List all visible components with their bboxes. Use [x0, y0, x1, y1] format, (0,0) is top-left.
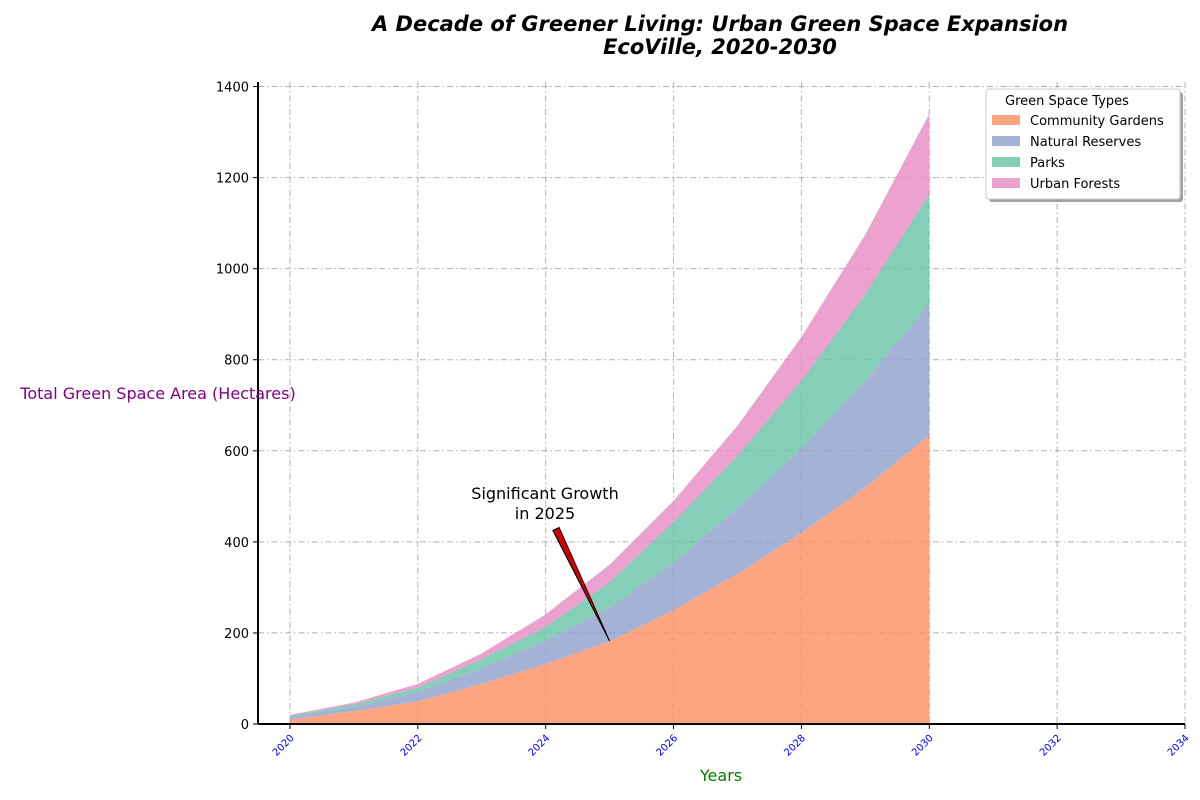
y-tick-label: 0 — [241, 718, 249, 733]
x-tick-label: 2034 — [1166, 733, 1192, 759]
annotation: Significant Growth in 2025 — [471, 484, 619, 642]
legend-label: Natural Reserves — [1030, 135, 1141, 150]
legend-swatch — [992, 157, 1020, 167]
legend-label: Parks — [1030, 156, 1065, 171]
area-series-0 — [289, 434, 930, 724]
legend-label: Community Gardens — [1030, 114, 1164, 129]
x-tick-label: 2024 — [527, 733, 553, 759]
x-tick-label: 2026 — [654, 733, 680, 759]
chart-subtitle: EcoVille, 2020-2030 — [603, 35, 837, 59]
y-tick-label: 600 — [224, 445, 249, 460]
y-tick-label: 400 — [224, 536, 249, 551]
x-axis-label: Years — [699, 766, 742, 785]
y-tick-label: 800 — [224, 354, 249, 369]
legend-swatch — [992, 136, 1020, 146]
x-tick-label: 2030 — [910, 733, 936, 759]
y-tick-label: 1000 — [216, 263, 249, 278]
annotation-text-line2: in 2025 — [515, 504, 575, 523]
legend: Green Space Types Community Gardens Natur… — [985, 88, 1183, 202]
x-tick-labels: 2020 2022 2024 2026 2028 2030 2032 2034 — [271, 724, 1192, 759]
legend-swatch — [992, 178, 1020, 188]
annotation-text-line1: Significant Growth — [471, 484, 618, 503]
axes — [257, 82, 1185, 725]
annotation-arrow — [552, 526, 611, 642]
x-tick-label: 2028 — [782, 733, 808, 759]
x-tick-label: 2020 — [271, 733, 297, 759]
y-tick-label: 200 — [224, 627, 249, 642]
legend-label: Urban Forests — [1030, 177, 1120, 192]
stacked-areas — [289, 113, 930, 724]
y-axis-label: Total Green Space Area (Hectares) — [19, 384, 295, 403]
x-tick-label: 2022 — [399, 733, 425, 759]
legend-swatch — [992, 115, 1020, 125]
y-tick-label: 1400 — [216, 81, 249, 96]
chart-title: A Decade of Greener Living: Urban Green … — [370, 12, 1068, 36]
y-tick-label: 1200 — [216, 172, 249, 187]
x-tick-label: 2032 — [1038, 733, 1064, 759]
legend-title: Green Space Types — [1005, 94, 1129, 109]
y-tick-labels: 0 200 400 600 800 1000 1200 1400 — [216, 81, 258, 733]
area-series-1 — [289, 302, 930, 720]
